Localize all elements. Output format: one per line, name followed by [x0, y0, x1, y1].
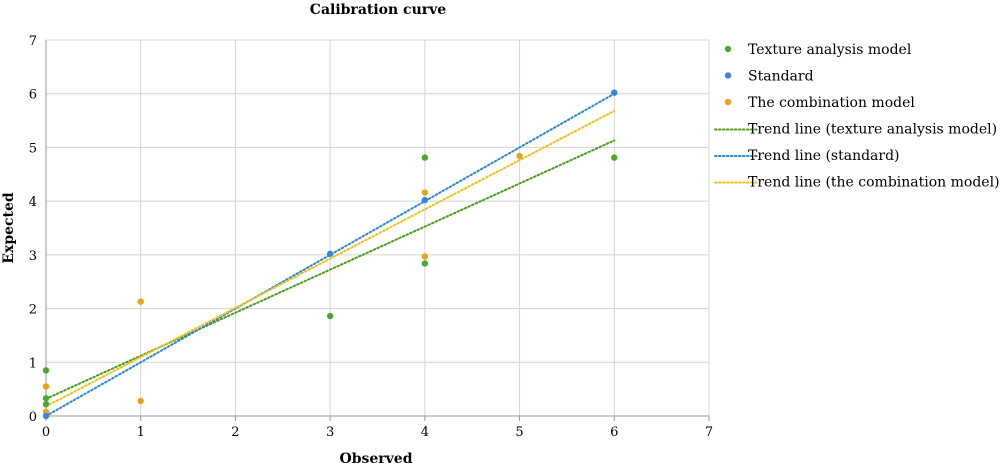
legend-marker [724, 98, 732, 106]
trend-line [45, 139, 616, 400]
legend: Texture analysis model Standard The combin… [714, 42, 1000, 191]
legend-label: Standard [748, 69, 814, 85]
data-point [137, 397, 144, 405]
data-point [326, 250, 334, 257]
legend-marker [724, 45, 732, 53]
data-point [137, 298, 144, 305]
x-tick-label: 5 [515, 425, 523, 440]
data-point [42, 400, 50, 408]
x-axis-title: Observed [340, 451, 413, 466]
x-tick-label: 1 [137, 425, 145, 440]
y-axis-title: Expected [1, 192, 17, 264]
grid [46, 39, 710, 416]
legend-label: Trend line (standard) [748, 148, 900, 164]
data-point [421, 154, 429, 161]
axes: 0 1 2 3 4 5 6 7 0 1 2 3 4 5 6 7 [29, 34, 713, 440]
trend-line [45, 109, 616, 408]
legend-marker [724, 72, 732, 79]
x-tick-label: 0 [42, 425, 50, 440]
trend-line [45, 92, 616, 417]
x-tick-label: 7 [705, 425, 713, 440]
x-tick-label: 2 [231, 425, 239, 440]
y-tick-label: 0 [29, 410, 37, 425]
data-point [611, 154, 618, 161]
legend-label: Texture analysis model [748, 42, 912, 58]
y-tick-label: 5 [29, 141, 37, 156]
y-tick-label: 6 [29, 88, 37, 103]
y-tick-label: 7 [29, 34, 37, 49]
y-tick-label: 4 [29, 195, 37, 210]
y-tick-label: 1 [29, 356, 37, 371]
data-point [611, 89, 618, 96]
data-point [421, 196, 429, 204]
data-point [516, 152, 523, 160]
x-tick-label: 6 [610, 425, 618, 440]
x-tick-label: 3 [326, 425, 334, 440]
chart-title: Calibration curve [310, 2, 446, 18]
data-point [421, 260, 429, 267]
data-point [421, 189, 429, 196]
legend-label: Trend line (texture analysis model) [748, 122, 997, 138]
y-tick-label: 3 [29, 249, 37, 264]
data-point [42, 412, 50, 420]
data-point [421, 253, 429, 260]
x-tick-label: 4 [421, 425, 429, 440]
data-point [42, 395, 50, 402]
data-point [326, 312, 334, 320]
trend-lines [45, 92, 616, 417]
data-points [42, 89, 618, 420]
legend-label: Trend line (the combination model) [748, 175, 1000, 191]
legend-label: The combination model [748, 95, 915, 111]
data-point [42, 383, 50, 390]
y-tick-label: 2 [29, 303, 37, 318]
data-point [42, 367, 50, 374]
